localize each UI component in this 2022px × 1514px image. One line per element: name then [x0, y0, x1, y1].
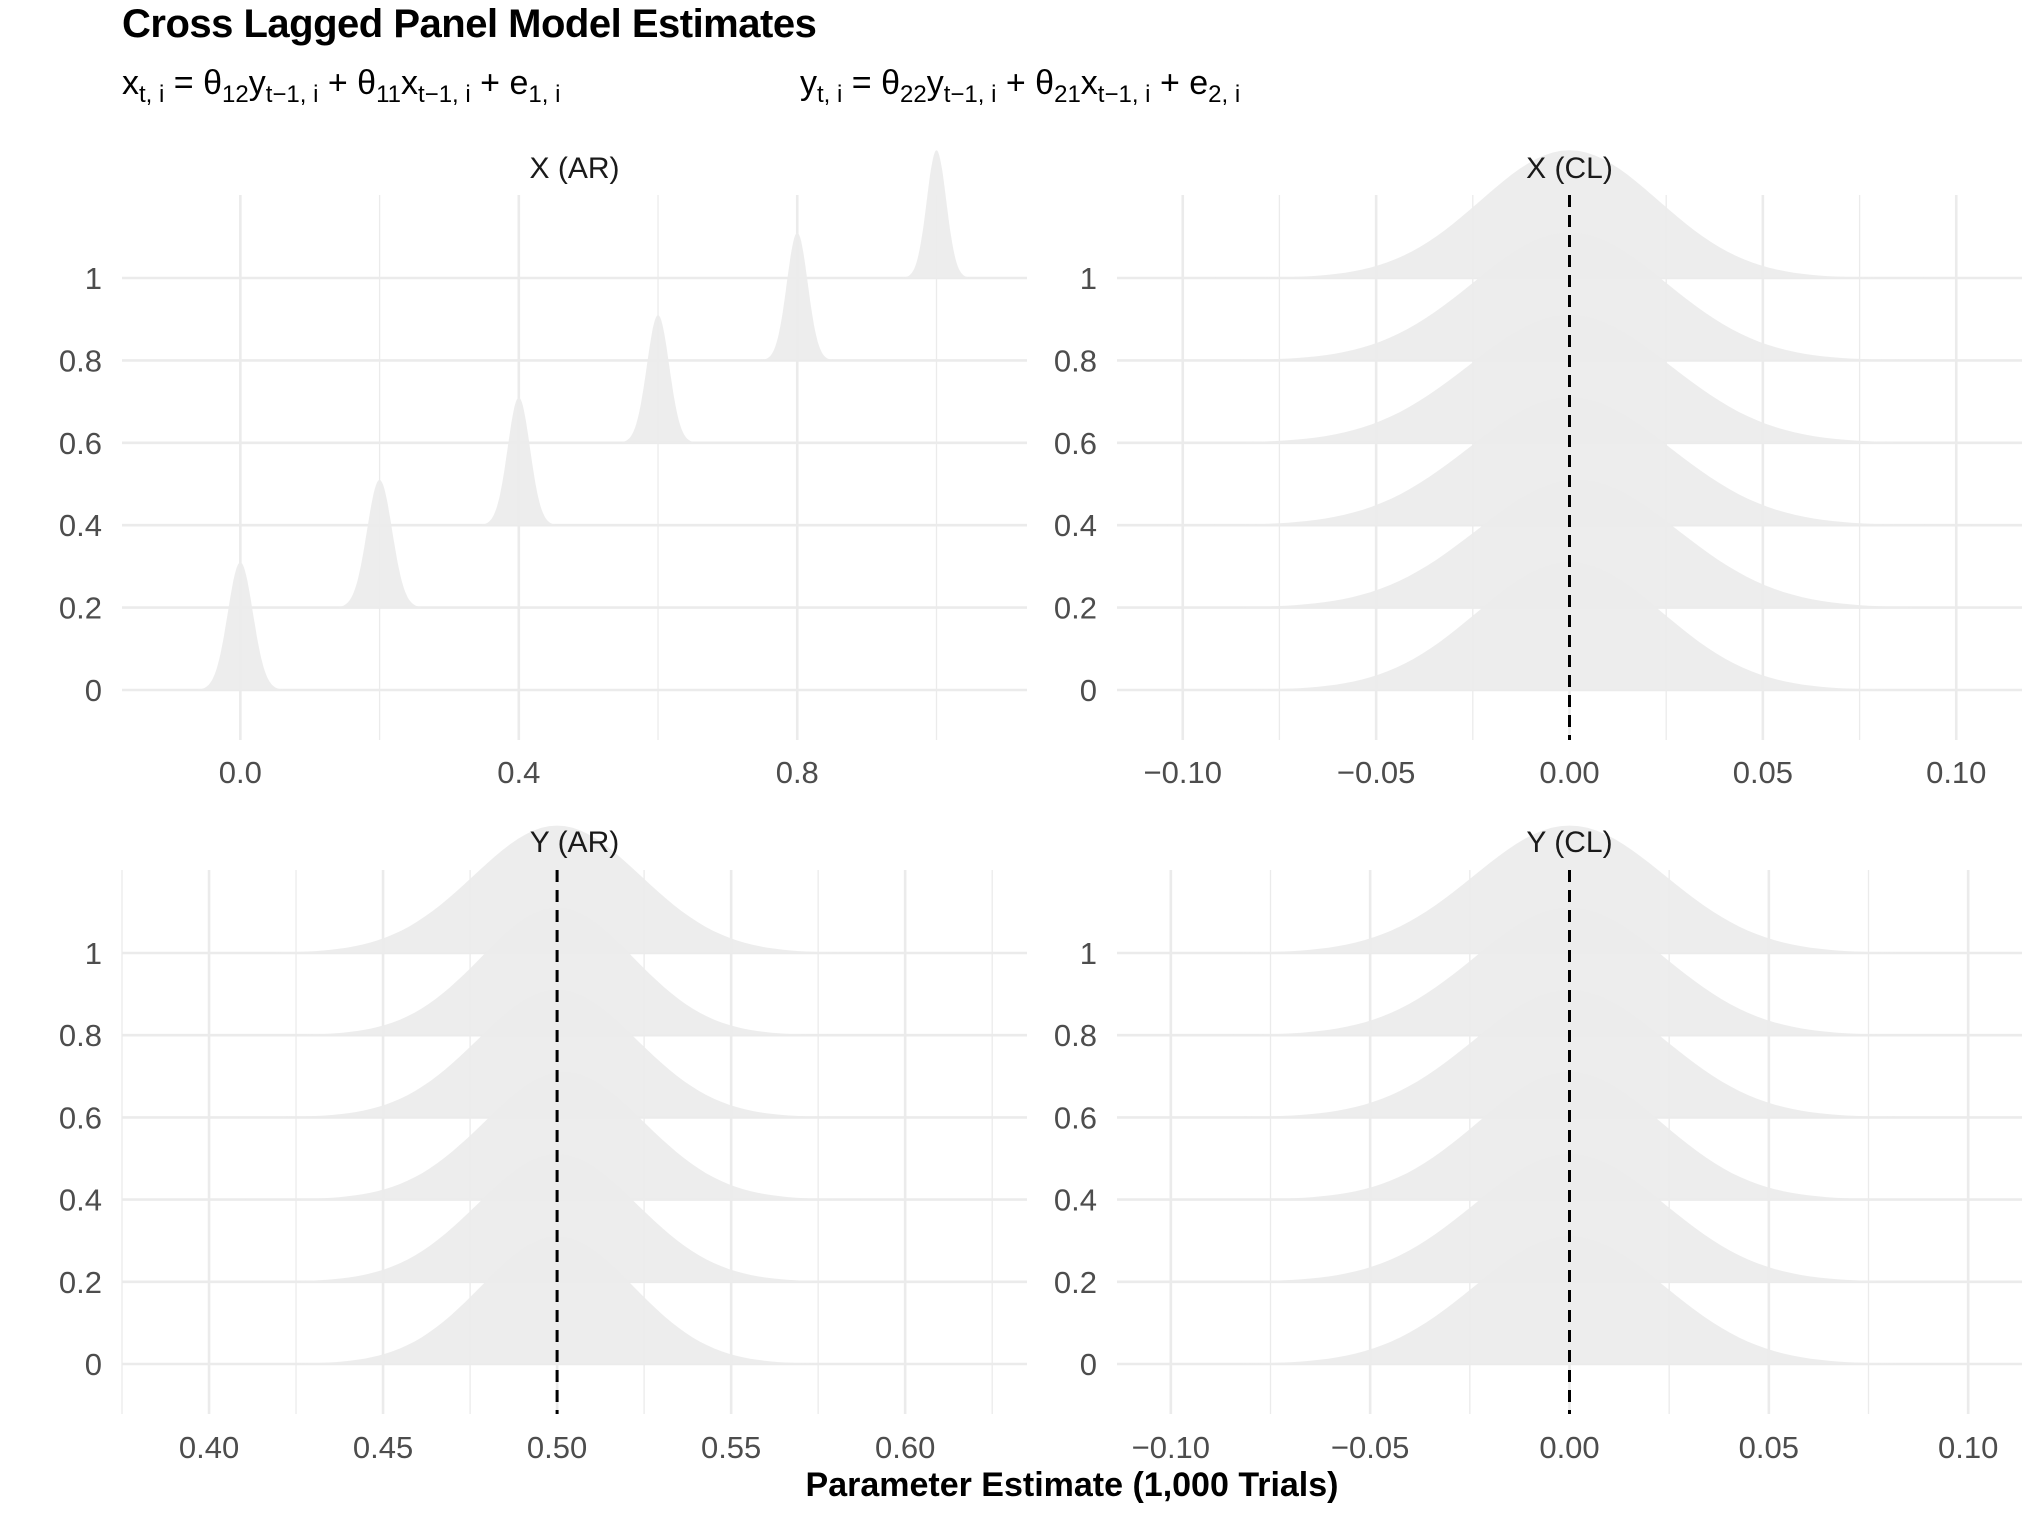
- density-ridge: [227, 1072, 901, 1200]
- x-tick-label: 0.40: [179, 1430, 239, 1465]
- x-tick-label: 0.10: [1938, 1430, 1998, 1465]
- facet-title: X (CL): [1526, 152, 1613, 185]
- x-tick-label: 0.00: [1539, 1430, 1599, 1465]
- y-tick-label: 0: [1080, 673, 1097, 708]
- density-ridge: [206, 825, 908, 953]
- y-tick-label: 0.4: [59, 1183, 102, 1218]
- y-tick-label: 0.6: [59, 1100, 102, 1135]
- y-tick-label: 1: [85, 936, 102, 971]
- x-tick-label: −0.10: [1144, 755, 1222, 790]
- facet-panel: Y (AR) 0 0.2 0.4 0.6 0.8 1 0.40 0.45 0.50 0.55 0.60: [59, 825, 1027, 1465]
- equation-x: xt, i = θ12yt−1, i + θ11xt−1, i + e1, i: [122, 64, 561, 108]
- y-tick-label: 0: [85, 673, 102, 708]
- x-tick-label: 0.0: [219, 755, 262, 790]
- y-tick-label: 0.2: [59, 1265, 102, 1300]
- y-tick-label: 0.6: [1054, 426, 1097, 461]
- y-tick-label: 0.8: [1054, 343, 1097, 378]
- y-tick-label: 0.8: [1054, 1018, 1097, 1053]
- x-tick-label: 0.05: [1739, 1430, 1799, 1465]
- y-tick-label: 0.6: [1054, 1100, 1097, 1135]
- y-tick-label: 0: [85, 1347, 102, 1382]
- x-tick-label: 0.00: [1539, 755, 1599, 790]
- y-tick-label: 0.8: [59, 343, 102, 378]
- y-tick-label: 1: [1080, 936, 1097, 971]
- y-tick-label: 1: [85, 261, 102, 296]
- y-tick-label: 0.4: [1054, 1183, 1097, 1218]
- y-tick-label: 0.2: [1054, 1265, 1097, 1300]
- density-ridge: [611, 315, 705, 443]
- density-ridge: [753, 232, 842, 361]
- x-tick-label: 0.05: [1733, 755, 1793, 790]
- y-tick-label: 0: [1080, 1347, 1097, 1382]
- x-tick-label: 0.45: [353, 1430, 413, 1465]
- x-tick-label: 0.10: [1926, 755, 1986, 790]
- x-tick-label: −0.10: [1132, 1430, 1210, 1465]
- x-tick-label: 0.55: [701, 1430, 761, 1465]
- facet-panel: X (AR) 0 0.2 0.4 0.6 0.8 1 0.0 0.4 0.8: [59, 150, 1027, 790]
- x-tick-label: −0.05: [1337, 755, 1415, 790]
- facet-panel: X (CL) 0 0.2 0.4 0.6 0.8 1 −0.10 −0.05 0.00 0.05 0.…: [1054, 150, 2022, 790]
- density-ridge: [326, 479, 433, 608]
- x-tick-label: −0.05: [1331, 1430, 1409, 1465]
- facet-title: Y (CL): [1526, 826, 1612, 859]
- y-tick-label: 0.4: [1054, 508, 1097, 543]
- facet-title: Y (AR): [530, 826, 619, 859]
- facet-panel: Y (CL) 0 0.2 0.4 0.6 0.8 1 −0.10 −0.05 0.00 0.05 0.…: [1054, 825, 2022, 1465]
- x-tick-label: 0.4: [497, 755, 540, 790]
- density-ridge: [1167, 825, 1972, 953]
- y-tick-label: 0.8: [59, 1018, 102, 1053]
- x-tick-label: 0.8: [776, 755, 819, 790]
- density-ridge: [472, 397, 566, 526]
- x-tick-label: 0.50: [527, 1430, 587, 1465]
- density-ridge: [1195, 150, 1944, 278]
- equation-y: yt, i = θ22yt−1, i + θ21xt−1, i + e2, i: [800, 64, 1241, 108]
- y-tick-label: 0.6: [59, 426, 102, 461]
- x-axis-caption: Parameter Estimate (1,000 Trials): [805, 1466, 1339, 1504]
- density-ridge: [187, 562, 293, 690]
- density-ridge: [895, 150, 978, 278]
- y-tick-label: 0.4: [59, 508, 102, 543]
- chart-title: Cross Lagged Panel Model Estimates: [122, 2, 817, 46]
- y-tick-label: 0.2: [59, 591, 102, 626]
- y-tick-label: 1: [1080, 261, 1097, 296]
- density-ridge: [1154, 479, 2000, 608]
- x-tick-label: 0.60: [875, 1430, 935, 1465]
- facet-title: X (AR): [530, 152, 620, 185]
- y-tick-label: 0.2: [1054, 591, 1097, 626]
